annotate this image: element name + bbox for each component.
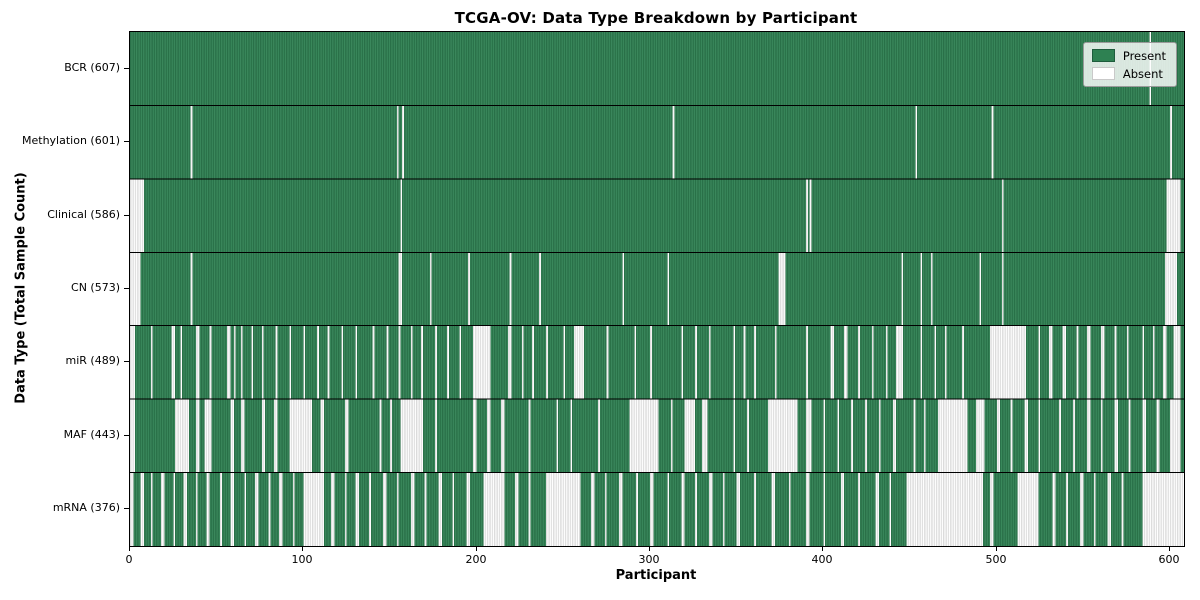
y-tick-mark bbox=[124, 361, 129, 362]
legend: Present Absent bbox=[1082, 42, 1177, 87]
chart-title: TCGA-OV: Data Type Breakdown by Particip… bbox=[454, 9, 858, 27]
x-tick-mark bbox=[996, 547, 997, 551]
x-tick-label-500: 500 bbox=[985, 553, 1007, 566]
x-tick-mark bbox=[129, 547, 130, 551]
y-tick-label-MAF: MAF (443) bbox=[63, 427, 120, 441]
x-tick-mark bbox=[302, 547, 303, 551]
cell-edge-texture bbox=[130, 32, 1184, 546]
y-tick-mark bbox=[124, 508, 129, 509]
x-tick-mark bbox=[1169, 547, 1170, 551]
y-tick-mark bbox=[124, 215, 129, 216]
legend-label-absent: Absent bbox=[1122, 66, 1163, 81]
legend-item-present: Present bbox=[1091, 48, 1166, 63]
x-tick-label-300: 300 bbox=[638, 553, 660, 566]
x-tick-label-0: 0 bbox=[125, 553, 133, 566]
y-tick-mark bbox=[124, 288, 129, 289]
y-tick-label-Methylation: Methylation (601) bbox=[22, 134, 120, 148]
legend-label-present: Present bbox=[1122, 48, 1166, 63]
y-tick-mark bbox=[124, 435, 129, 436]
y-tick-mark bbox=[124, 68, 129, 69]
plot-area: Present Absent bbox=[129, 31, 1185, 547]
x-tick-label-100: 100 bbox=[291, 553, 313, 566]
x-axis-title: Participant bbox=[615, 568, 697, 583]
y-tick-label-mRNA: mRNA (376) bbox=[52, 501, 120, 515]
y-tick-label-CN: CN (573) bbox=[71, 281, 120, 294]
y-tick-label-miR: miR (489) bbox=[65, 354, 121, 368]
present-swatch-icon bbox=[1091, 49, 1115, 62]
y-tick-label-Clinical: Clinical (586) bbox=[47, 207, 120, 221]
x-tick-mark bbox=[476, 547, 477, 551]
x-tick-label-200: 200 bbox=[465, 553, 487, 566]
heatmap bbox=[130, 32, 1184, 546]
y-tick-mark bbox=[124, 141, 129, 142]
legend-item-absent: Absent bbox=[1091, 66, 1166, 81]
y-tick-label-BCR: BCR (607) bbox=[64, 60, 120, 74]
x-tick-label-400: 400 bbox=[811, 553, 833, 566]
absent-swatch-icon bbox=[1091, 67, 1115, 80]
x-tick-mark bbox=[649, 547, 650, 551]
x-tick-mark bbox=[822, 547, 823, 551]
x-tick-label-600: 600 bbox=[1158, 553, 1180, 566]
